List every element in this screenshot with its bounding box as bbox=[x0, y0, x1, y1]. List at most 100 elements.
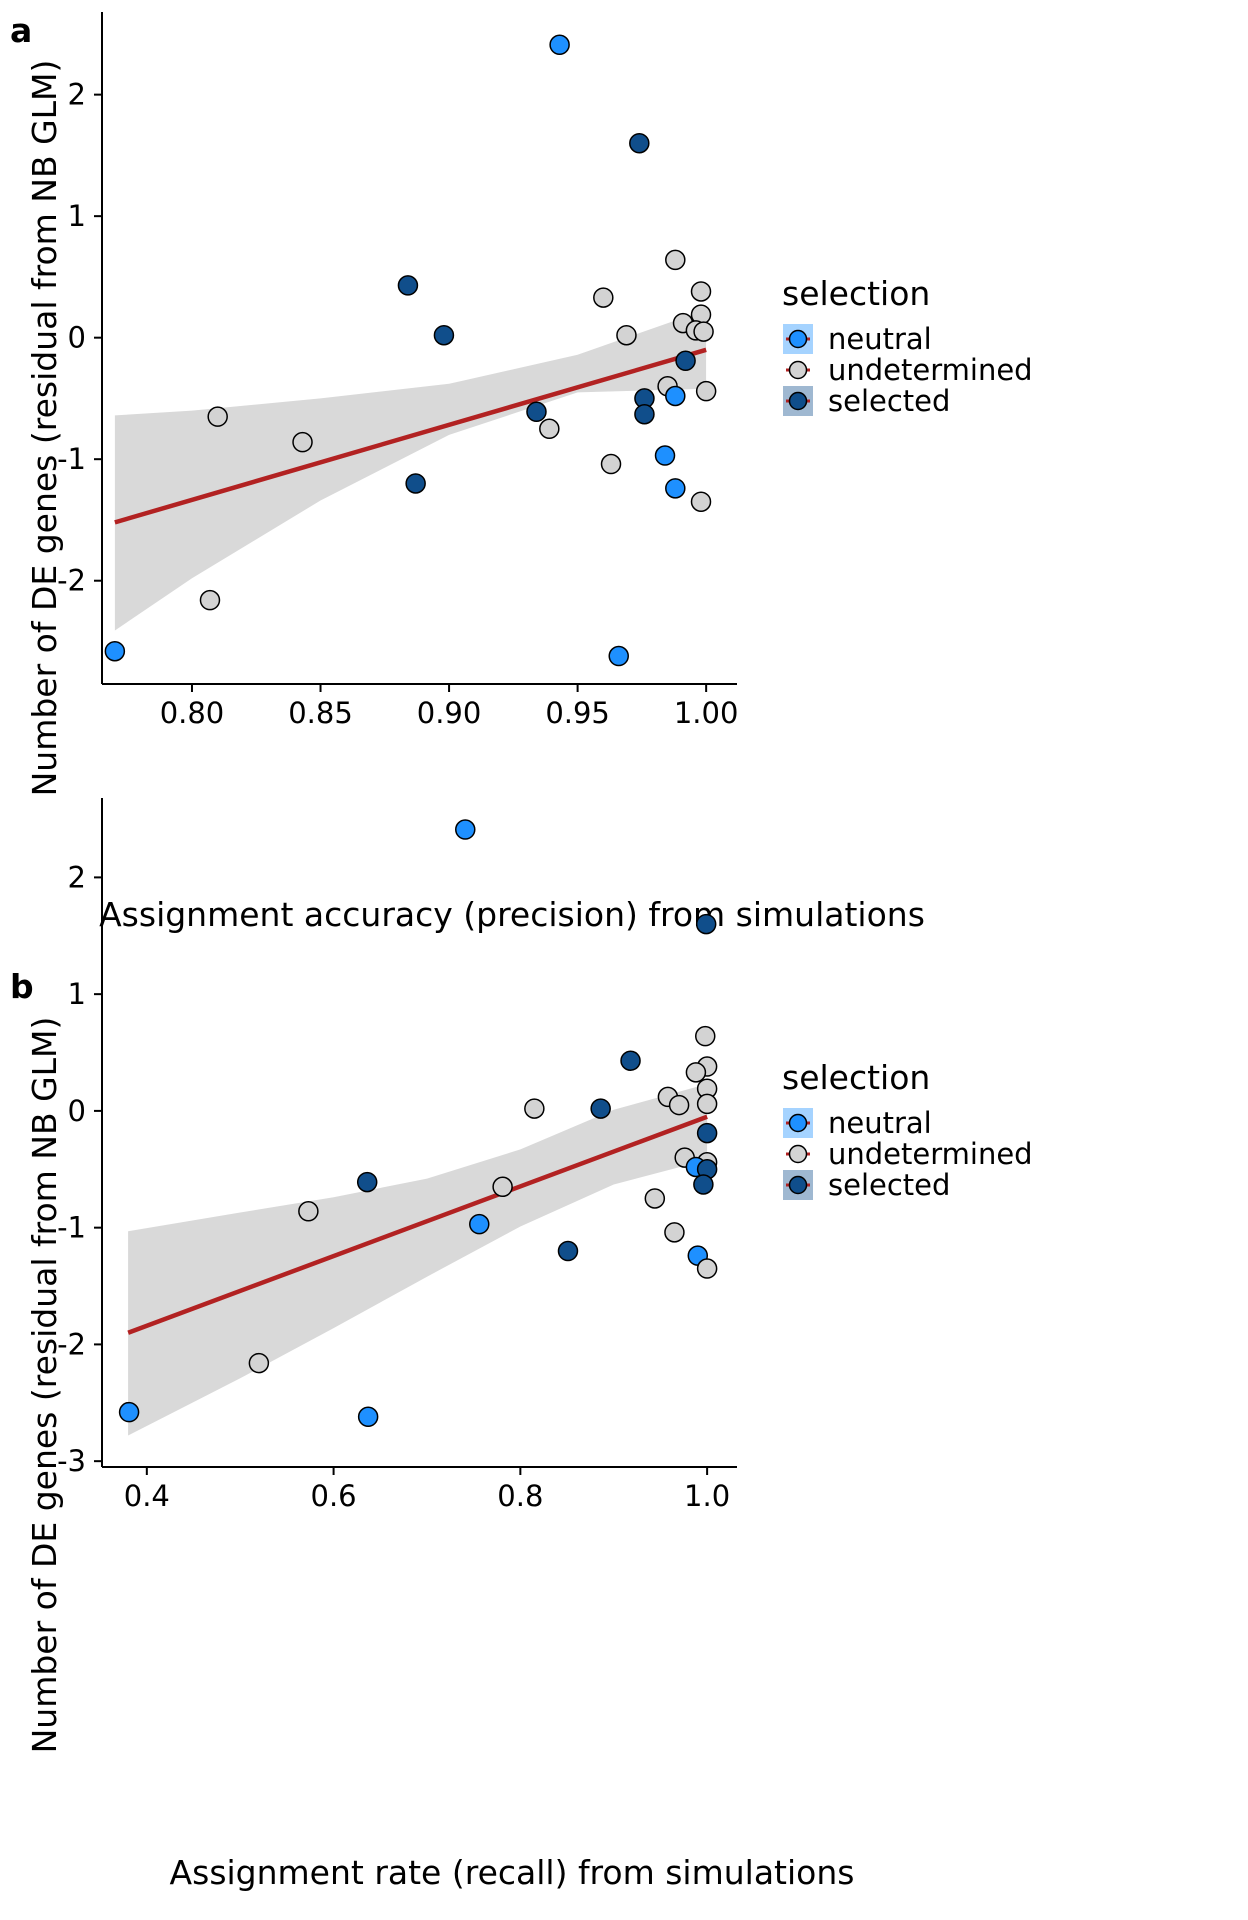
data-point-undetermined bbox=[690, 491, 712, 512]
legend-key-neutral bbox=[783, 1108, 813, 1138]
data-point-selected bbox=[557, 1240, 579, 1262]
data-point-undetermined bbox=[298, 1201, 319, 1222]
data-point-neutral bbox=[118, 1401, 140, 1423]
data-point-undetermined bbox=[248, 1352, 270, 1374]
panel-a-plot-area: -2 -1 0 1 2 0.80 0.85 0.90 0.95 1.00 bbox=[57, 12, 738, 730]
fit-line bbox=[114, 347, 707, 525]
data-point-undetermined bbox=[685, 1062, 707, 1083]
data-point-neutral bbox=[665, 478, 686, 499]
data-point-selected bbox=[620, 1050, 641, 1071]
panel-a-xlabel: Assignment accuracy (precision) from sim… bbox=[99, 895, 925, 934]
data-point-undetermined bbox=[665, 249, 686, 271]
panel-a: a Number of DE genes (residual from NB G… bbox=[10, 11, 1033, 934]
legend-key-point bbox=[788, 1144, 808, 1164]
data-point-selected bbox=[397, 275, 419, 296]
data-point-undetermined bbox=[644, 1188, 666, 1209]
fit-line bbox=[127, 1114, 708, 1335]
y-tick-label: 2 bbox=[68, 860, 86, 894]
data-point-selected bbox=[695, 913, 717, 935]
data-point-undetermined bbox=[690, 281, 712, 302]
x-tick-label: 0.85 bbox=[288, 696, 353, 730]
legend-key-undetermined bbox=[786, 1144, 810, 1164]
confidence-ribbon bbox=[128, 1084, 708, 1436]
legend-title: selection bbox=[782, 274, 930, 313]
data-point-undetermined bbox=[600, 453, 622, 475]
data-point-selected bbox=[629, 132, 650, 154]
data-point-neutral bbox=[654, 445, 676, 466]
legend-key-selected bbox=[783, 1170, 813, 1200]
x-tick-label: 1.0 bbox=[684, 1479, 730, 1513]
data-point-selected bbox=[696, 1122, 718, 1144]
x-tick-label: 0.4 bbox=[124, 1479, 170, 1513]
panel-b-ylabel: Number of DE genes (residual from NB GLM… bbox=[25, 1017, 64, 1754]
x-tick-label: 1.00 bbox=[674, 696, 739, 730]
data-point-selected bbox=[590, 1098, 611, 1119]
y-tick-label: 0 bbox=[68, 1094, 86, 1128]
x-tick-label: 0.6 bbox=[311, 1479, 357, 1513]
y-tick-label: -2 bbox=[57, 564, 86, 598]
y-tick-label: -1 bbox=[57, 1211, 86, 1245]
data-point-undetermined bbox=[693, 321, 714, 342]
data-point-undetermined bbox=[524, 1098, 545, 1119]
y-tick-label: 1 bbox=[68, 977, 86, 1011]
data-point-neutral bbox=[455, 819, 476, 840]
data-point-undetermined bbox=[292, 431, 313, 453]
legend-key-point bbox=[788, 1175, 808, 1195]
legend-key-point bbox=[788, 329, 808, 349]
panel-a-label: a bbox=[10, 11, 32, 50]
data-point-undetermined bbox=[668, 1094, 690, 1116]
legend-label-selected: selected bbox=[828, 384, 950, 418]
data-point-undetermined bbox=[616, 324, 637, 346]
legend-label-selected: selected bbox=[828, 1168, 950, 1202]
x-tick-label: 0.95 bbox=[545, 696, 610, 730]
data-point-undetermined bbox=[695, 380, 717, 402]
data-point-selected bbox=[634, 403, 655, 425]
data-point-undetermined bbox=[695, 1025, 716, 1047]
data-point-neutral bbox=[608, 645, 629, 667]
data-point-undetermined bbox=[207, 406, 228, 427]
legend-label-neutral: neutral bbox=[828, 1106, 932, 1140]
data-point-undetermined bbox=[492, 1176, 513, 1198]
panel-b-xlabel: Assignment rate (recall) from simulation… bbox=[170, 1853, 855, 1892]
x-tick-label: 0.80 bbox=[160, 696, 225, 730]
panel-b-plot-area: -3 -2 -1 0 1 2 0.4 0.6 0.8 1.0 bbox=[57, 798, 737, 1513]
data-point-neutral bbox=[469, 1213, 490, 1235]
y-tick-label: -2 bbox=[57, 1327, 86, 1361]
data-point-selected bbox=[526, 401, 547, 423]
legend-key-point bbox=[788, 1113, 808, 1133]
legend-key-selected bbox=[783, 386, 813, 416]
y-tick-label: 0 bbox=[68, 321, 86, 355]
data-point-selected bbox=[693, 1174, 714, 1195]
data-point-neutral bbox=[357, 1406, 379, 1428]
data-point-undetermined bbox=[696, 1258, 718, 1279]
data-point-undetermined bbox=[664, 1222, 685, 1243]
legend-key-undetermined bbox=[786, 360, 810, 380]
panel-a-ylabel: Number of DE genes (residual from NB GLM… bbox=[25, 60, 64, 797]
data-point-undetermined bbox=[539, 418, 560, 440]
legend-label-undetermined: undetermined bbox=[828, 1137, 1033, 1171]
confidence-ribbon bbox=[114, 309, 707, 631]
data-point-undetermined bbox=[593, 287, 614, 308]
y-tick-label: 2 bbox=[68, 78, 86, 112]
panel-b-label: b bbox=[10, 967, 34, 1006]
data-point-selected bbox=[356, 1171, 378, 1193]
legend-title: selection bbox=[782, 1058, 930, 1097]
data-point-undetermined bbox=[199, 589, 221, 611]
legend-key-neutral bbox=[783, 324, 813, 354]
y-tick-label: -1 bbox=[57, 442, 86, 476]
y-tick-label: 1 bbox=[68, 199, 86, 233]
data-point-selected bbox=[675, 350, 696, 372]
data-point-neutral bbox=[549, 34, 570, 56]
legend-label-neutral: neutral bbox=[828, 322, 932, 356]
data-point-selected bbox=[405, 473, 426, 494]
legend-key-point bbox=[788, 391, 808, 411]
data-point-neutral bbox=[665, 385, 686, 407]
legend-label-undetermined: undetermined bbox=[828, 353, 1033, 387]
data-point-undetermined bbox=[696, 1093, 718, 1115]
legend-key-point bbox=[788, 360, 808, 380]
panel-b: b Number of DE genes (residual from NB G… bbox=[10, 798, 1033, 1892]
y-tick-label: -3 bbox=[57, 1444, 86, 1478]
